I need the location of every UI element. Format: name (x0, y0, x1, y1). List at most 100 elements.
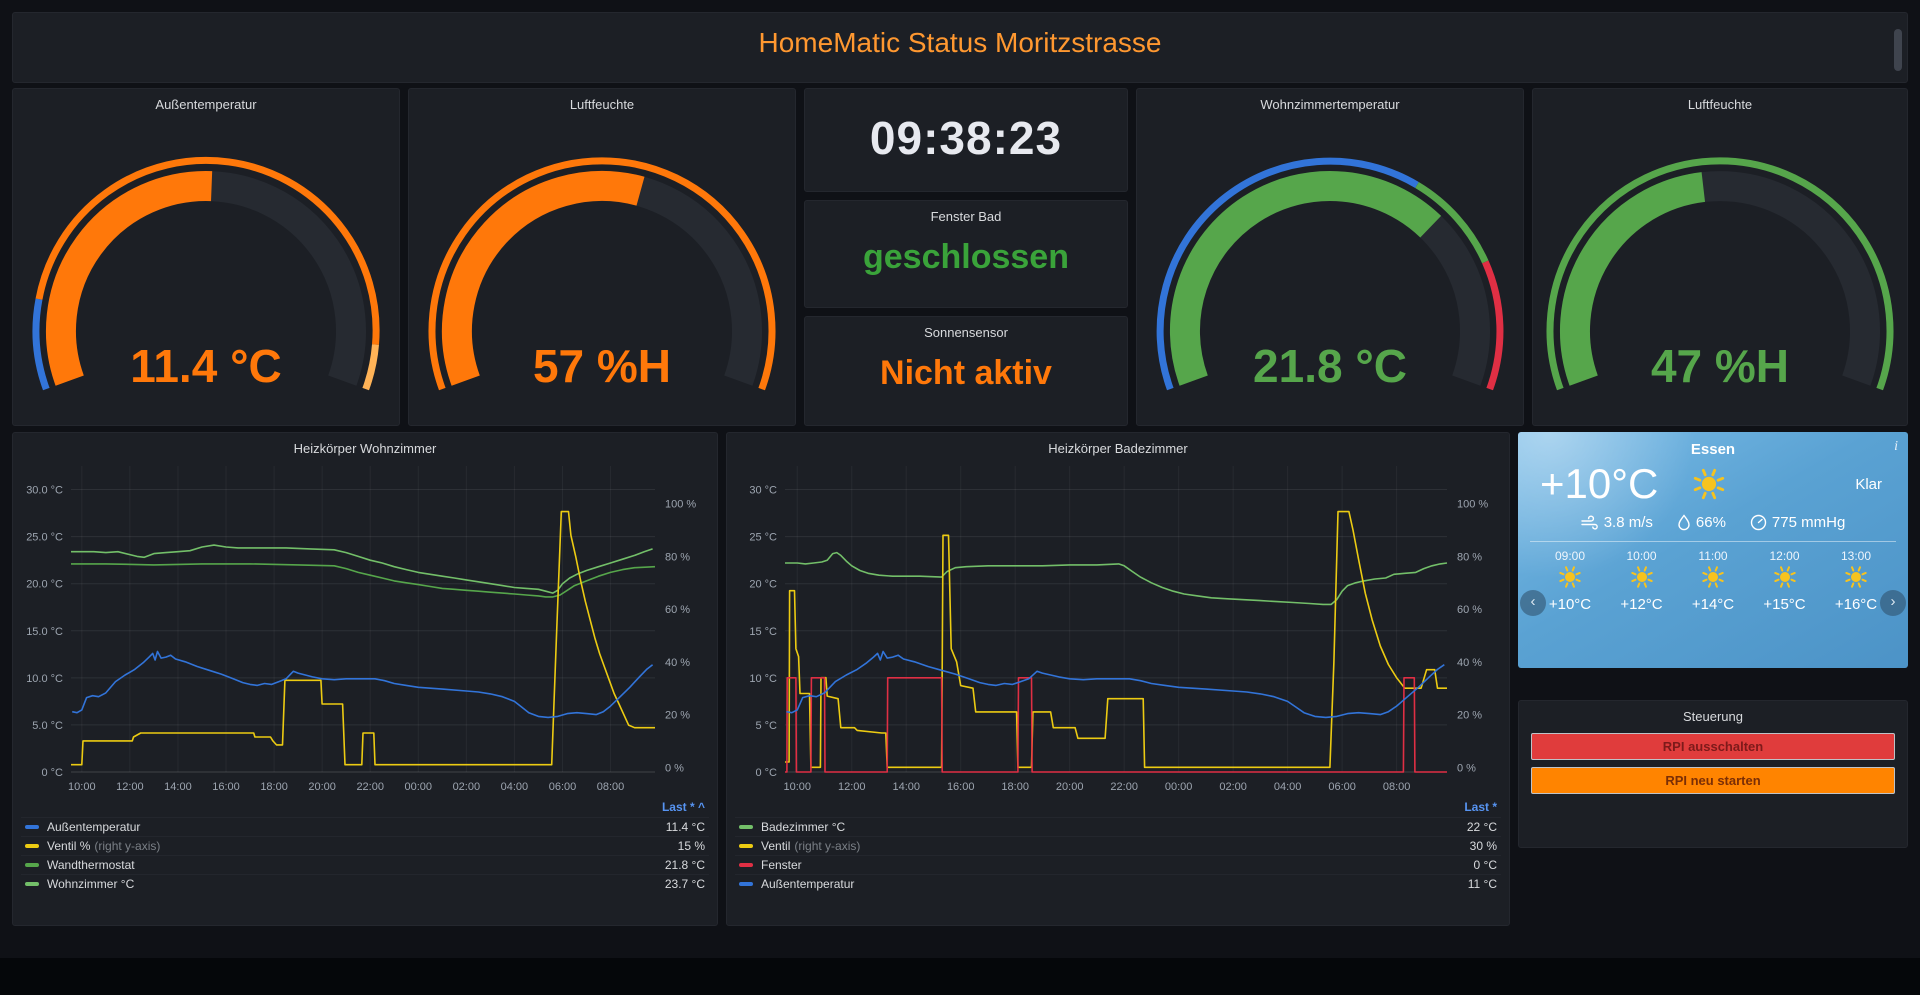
weather-panel: Essen i +10°C Klar 3.8 m/s 66% 775 mmHg (1518, 432, 1908, 668)
series-line (785, 510, 1447, 769)
weather-humidity: 66% (1695, 514, 1726, 531)
legend-series-name[interactable]: Wohnzimmer °C (47, 877, 135, 891)
sun-icon (1630, 566, 1653, 588)
legend-last-value: 30 % (1469, 839, 1497, 853)
x-axis-label: 18:00 (1001, 781, 1029, 793)
legend-row: Ventil (right y-axis) 30 % (735, 836, 1501, 855)
legend-swatch-icon[interactable] (739, 844, 753, 848)
weather-pressure: 775 mmHg (1771, 514, 1846, 531)
x-axis-label: 04:00 (1274, 781, 1302, 793)
x-axis-label: 18:00 (260, 781, 288, 793)
sun-icon (1845, 566, 1867, 588)
y-axis-label: 30.0 °C (26, 485, 63, 497)
panel-title: Luftfeuchte (1687, 97, 1753, 112)
rpi-ausschalten-button[interactable]: RPI ausschalten (1531, 733, 1895, 760)
gauge-arc (32, 156, 380, 391)
y-axis-label: 30 °C (749, 485, 777, 497)
sun-icon (1844, 565, 1868, 589)
chart-plot[interactable]: 0 °C 5.0 °C 10.0 °C 15.0 °C 20.0 °C 25.0 °C 30… (19, 458, 711, 798)
dashboard-title-panel: HomeMatic Status Moritzstrasse (12, 12, 1908, 83)
divider (1530, 541, 1896, 542)
chevron-left-icon[interactable]: ‹ (1520, 590, 1546, 616)
droplet-icon (1678, 514, 1690, 531)
legend-row: Außentemperatur 11.4 °C (21, 817, 709, 836)
y-axis-label: 0 °C (41, 767, 63, 779)
series-line (785, 551, 1448, 606)
y-axis-right-label: 40 % (665, 657, 690, 669)
gauge-value: 11.4 °C (130, 340, 282, 392)
legend-series-name[interactable]: Außentemperatur (47, 820, 141, 834)
sun-icon (1559, 566, 1581, 588)
y-axis-label: 25 °C (749, 532, 777, 544)
x-axis-label: 06:00 (549, 781, 577, 793)
y-axis-label: 5.0 °C (32, 720, 63, 732)
legend-swatch-icon[interactable] (739, 825, 753, 829)
y-axis-right-label: 20 % (665, 710, 690, 722)
rpi-neu-starten-button[interactable]: RPI neu starten (1531, 767, 1895, 794)
legend-last-value: 21.8 °C (664, 858, 705, 872)
y-axis-right-label: 100 % (665, 499, 696, 511)
legend-swatch-icon[interactable] (25, 863, 39, 867)
forecast-column: 12:00 +15°C (1759, 546, 1811, 613)
legend-series-name[interactable]: Badezimmer °C (761, 820, 846, 834)
y-axis-label: 0 °C (755, 767, 777, 779)
legend-sort-header[interactable]: Last * (1464, 800, 1497, 814)
sun-icon (1773, 566, 1796, 588)
sun-icon (1694, 468, 1725, 500)
legend-last-value: 15 % (677, 839, 705, 853)
scrollbar-thumb[interactable] (1894, 29, 1902, 71)
legend-sort-header[interactable]: Last * ^ (661, 800, 705, 814)
panel-title: Luftfeuchte (569, 97, 635, 112)
legend-row: Ventil % (right y-axis) 15 % (21, 836, 709, 855)
gauge-arc (1546, 157, 1894, 391)
chart-panel-heizkoerper-badezimmer: Heizkörper Badezimmer 0 °C 5 °C 10 °C 15 °C… (726, 432, 1510, 926)
sun-icon (1558, 565, 1582, 589)
legend-swatch-icon[interactable] (739, 863, 753, 867)
legend-swatch-icon[interactable] (25, 825, 39, 829)
y-axis-right-label: 0 % (1457, 762, 1476, 774)
x-axis-label: 12:00 (116, 781, 144, 793)
x-axis-label: 16:00 (947, 781, 975, 793)
legend-series-name[interactable]: Ventil % (47, 839, 91, 853)
y-axis-label: 15.0 °C (26, 626, 63, 638)
legend-series-name[interactable]: Wandthermostat (47, 858, 135, 872)
y-axis-label: 20.0 °C (26, 579, 63, 591)
y-axis-label: 10 °C (749, 673, 777, 685)
y-axis-right-label: 0 % (665, 762, 684, 774)
x-axis-label: 20:00 (1056, 781, 1084, 793)
sun-icon (1630, 565, 1654, 589)
x-axis-label: 00:00 (405, 781, 433, 793)
panel-title: Außentemperatur (155, 97, 257, 112)
chevron-right-icon[interactable]: › (1880, 590, 1906, 616)
legend-last-value: 23.7 °C (664, 877, 705, 891)
y-axis-label: 10.0 °C (26, 673, 63, 685)
forecast-temp: +10°C (1548, 596, 1592, 613)
weather-condition: Klar (1855, 475, 1882, 493)
legend-series-name[interactable]: Außentemperatur (761, 877, 855, 891)
legend-series-name[interactable]: Fenster (761, 858, 802, 872)
forecast-temp: +15°C (1763, 596, 1806, 613)
forecast-time: 10:00 (1626, 549, 1657, 563)
fenster-bad-status: geschlossen (863, 238, 1069, 276)
info-icon[interactable]: i (1894, 439, 1898, 454)
page-title: HomeMatic Status Moritzstrasse (758, 27, 1162, 58)
series-line (785, 677, 1447, 773)
panel-title: Heizkörper Badezimmer (1048, 441, 1188, 456)
x-axis-label: 20:00 (308, 781, 336, 793)
legend-series-name[interactable]: Ventil (761, 839, 791, 853)
gauge-arc (428, 157, 776, 391)
chart-plot[interactable]: 0 °C 5 °C 10 °C 15 °C 20 °C 25 °C 30 °C 0 % 20 %… (733, 458, 1503, 798)
legend-last-value: 0 °C (1473, 858, 1497, 872)
y-axis-right-label: 80 % (665, 551, 690, 563)
legend-swatch-icon[interactable] (25, 844, 39, 848)
panel-title: Wohnzimmertemperatur (1260, 97, 1400, 112)
legend-swatch-icon[interactable] (25, 882, 39, 886)
gauge-value: 21.8 °C (1253, 340, 1407, 392)
chart-panel-heizkoerper-wohnzimmer: Heizkörper Wohnzimmer 0 °C 5.0 °C 10.0 °C 1… (12, 432, 718, 926)
forecast-temp: +14°C (1691, 596, 1735, 613)
x-axis-label: 22:00 (356, 781, 384, 793)
panel-title: Sonnensensor (924, 325, 1008, 340)
fenster-bad-panel: Fenster Bad geschlossen (804, 200, 1128, 308)
forecast-time: 13:00 (1840, 549, 1872, 563)
legend-swatch-icon[interactable] (739, 882, 753, 886)
